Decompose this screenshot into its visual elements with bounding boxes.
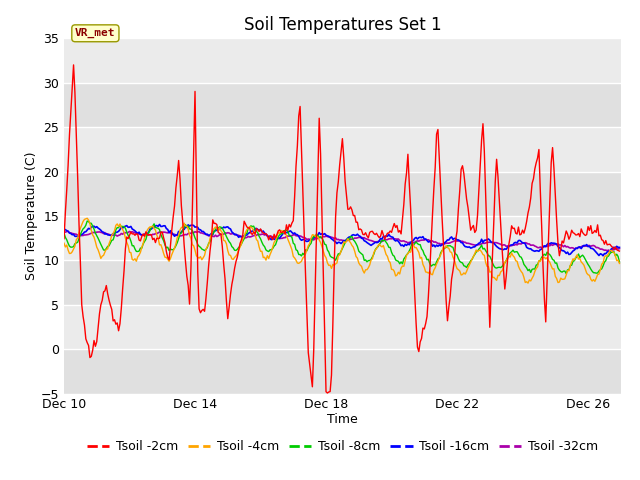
- Y-axis label: Soil Temperature (C): Soil Temperature (C): [25, 152, 38, 280]
- Bar: [64, 83, 621, 127]
- Bar: [64, 216, 621, 260]
- Bar: [64, 305, 621, 349]
- Text: VR_met: VR_met: [75, 28, 116, 38]
- Bar: [64, 260, 621, 305]
- Bar: [64, 349, 621, 394]
- Bar: [64, 127, 621, 171]
- Bar: [64, 38, 621, 83]
- Legend: Tsoil -2cm, Tsoil -4cm, Tsoil -8cm, Tsoil -16cm, Tsoil -32cm: Tsoil -2cm, Tsoil -4cm, Tsoil -8cm, Tsoi…: [82, 435, 603, 458]
- X-axis label: Time: Time: [327, 413, 358, 426]
- Title: Soil Temperatures Set 1: Soil Temperatures Set 1: [244, 16, 441, 34]
- Bar: [64, 172, 621, 216]
